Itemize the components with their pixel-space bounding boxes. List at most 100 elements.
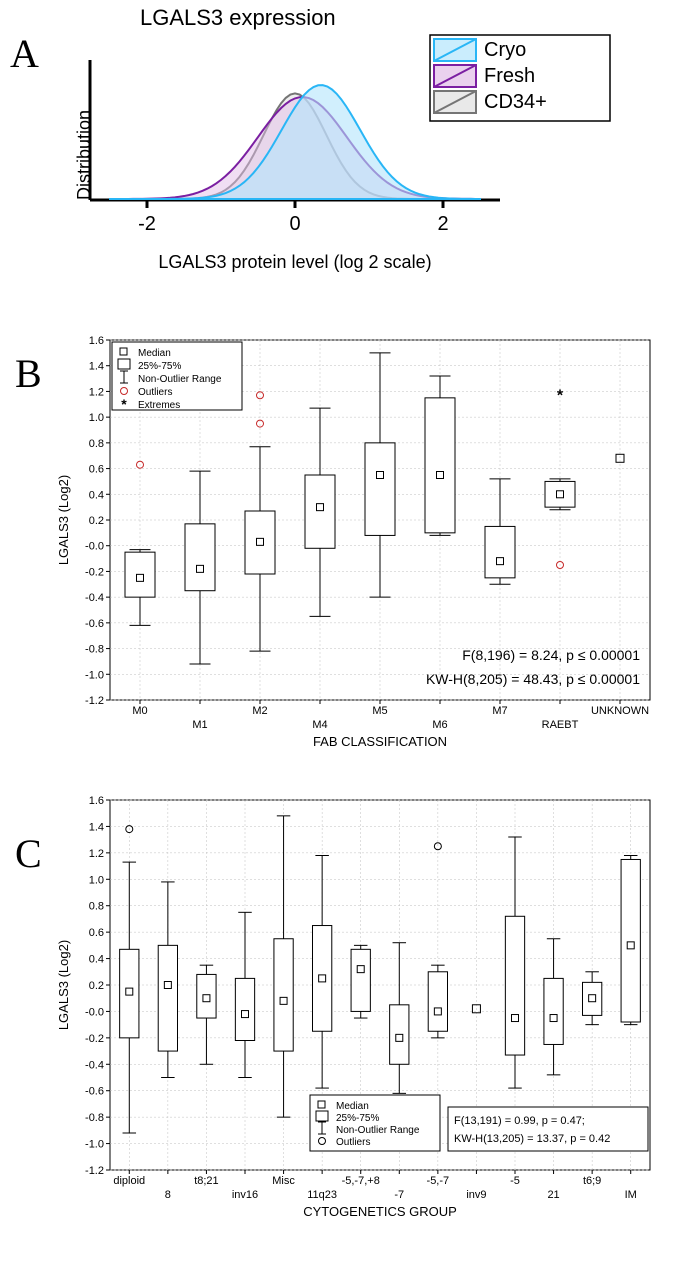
y-tick-label: 1.6 — [89, 795, 104, 807]
y-tick-label: 1.0 — [89, 874, 104, 886]
y-axis-label: LGALS3 (Log2) — [56, 475, 71, 565]
y-tick-label: 1.6 — [89, 335, 104, 347]
box — [545, 481, 575, 507]
figure-container: A LGALS3 expressionDistribution-202LGALS… — [0, 0, 681, 1260]
svg-text:0: 0 — [289, 213, 300, 235]
legend-item-label: 25%-75% — [138, 361, 181, 372]
box — [197, 974, 216, 1018]
y-tick-label: 1.0 — [89, 412, 104, 424]
y-axis-label: LGALS3 (Log2) — [56, 940, 71, 1030]
y-tick-label: -0.8 — [85, 644, 104, 656]
panel-a-title: LGALS3 expression — [140, 5, 336, 30]
y-tick-label: 0.2 — [89, 980, 104, 992]
y-tick-label: -1.2 — [85, 1165, 104, 1177]
panel-c: C -1.2-1.0-0.8-0.6-0.4-0.2-0.00.20.40.60… — [0, 780, 681, 1260]
legend-item-label: 25%-75% — [336, 1113, 379, 1124]
y-tick-label: 0.4 — [89, 489, 104, 501]
legend-label: Fresh — [484, 65, 535, 87]
y-tick-label: 1.2 — [89, 848, 104, 860]
panel-c-label: C — [15, 830, 42, 877]
y-tick-label: -0.2 — [85, 1033, 104, 1045]
svg-text:-2: -2 — [138, 213, 156, 235]
box — [351, 949, 370, 1011]
y-tick-label: 0.2 — [89, 515, 104, 527]
legend-label: Cryo — [484, 39, 526, 61]
box — [245, 511, 275, 574]
legend-item-label: Outliers — [336, 1137, 370, 1148]
stats-text: F(13,191) = 0.99, p = 0.47; — [454, 1115, 585, 1127]
box — [428, 972, 447, 1031]
category-label: M6 — [432, 719, 447, 731]
y-tick-label: 0.4 — [89, 954, 104, 966]
category-label: -5,-7 — [427, 1175, 450, 1187]
box — [505, 916, 524, 1055]
box — [158, 945, 177, 1051]
svg-text:2: 2 — [437, 213, 448, 235]
category-label: M0 — [132, 705, 147, 717]
category-label: M7 — [492, 705, 507, 717]
y-tick-label: 1.4 — [89, 361, 104, 373]
x-axis-label: FAB CLASSIFICATION — [313, 734, 447, 749]
box — [235, 978, 254, 1040]
y-tick-label: 0.8 — [89, 901, 104, 913]
box — [425, 398, 455, 533]
legend-item-label: Non-Outlier Range — [336, 1125, 420, 1136]
box — [305, 475, 335, 548]
panel-b-svg: -1.2-1.0-0.8-0.6-0.4-0.2-0.00.20.40.60.8… — [0, 320, 681, 780]
category-label: -5 — [510, 1175, 520, 1187]
y-tick-label: 1.2 — [89, 386, 104, 398]
panel-a-xlabel: LGALS3 protein level (log 2 scale) — [158, 252, 431, 272]
panel-a: A LGALS3 expressionDistribution-202LGALS… — [0, 0, 681, 320]
category-label: M1 — [192, 719, 207, 731]
box — [313, 926, 332, 1032]
category-label: 8 — [165, 1189, 171, 1201]
legend-item-label: Non-Outlier Range — [138, 374, 222, 385]
y-tick-label: -0.0 — [85, 1006, 104, 1018]
category-label: M5 — [372, 705, 387, 717]
y-tick-label: 0.6 — [89, 464, 104, 476]
stats-text: KW-H(13,205) = 13.37, p = 0.42 — [454, 1133, 610, 1145]
category-label: 11q23 — [307, 1189, 337, 1201]
stats-text: KW-H(8,205) = 48.43, p ≤ 0.00001 — [426, 671, 640, 687]
category-label: 21 — [547, 1189, 559, 1201]
category-label: t6;9 — [583, 1175, 601, 1187]
box — [274, 939, 293, 1051]
y-tick-label: -1.0 — [85, 1139, 104, 1151]
category-label: -7 — [394, 1189, 404, 1201]
category-label: inv9 — [466, 1189, 486, 1201]
box — [583, 982, 602, 1015]
y-tick-label: -0.4 — [85, 592, 104, 604]
y-tick-label: -0.2 — [85, 566, 104, 578]
category-label: inv16 — [232, 1189, 258, 1201]
category-label: -5,-7,+8 — [342, 1175, 380, 1187]
y-tick-label: -0.6 — [85, 1086, 104, 1098]
legend-item-label: Median — [336, 1101, 369, 1112]
legend-label: CD34+ — [484, 91, 547, 113]
category-label: RAEBT — [542, 719, 579, 731]
panel-b: B -1.2-1.0-0.8-0.6-0.4-0.2-0.00.20.40.60… — [0, 320, 681, 780]
y-tick-label: 0.6 — [89, 927, 104, 939]
category-label: UNKNOWN — [591, 705, 649, 717]
y-tick-label: -0.0 — [85, 541, 104, 553]
y-tick-label: 1.4 — [89, 821, 104, 833]
y-tick-label: -0.4 — [85, 1059, 104, 1071]
panel-a-label: A — [10, 30, 39, 77]
category-label: IM — [625, 1189, 637, 1201]
legend-item-label: Extremes — [138, 400, 180, 411]
box — [120, 949, 139, 1038]
y-tick-label: 0.8 — [89, 438, 104, 450]
y-tick-label: -1.0 — [85, 669, 104, 681]
category-label: Misc — [272, 1175, 295, 1187]
legend-item-label: Median — [138, 348, 171, 359]
y-tick-label: -1.2 — [85, 695, 104, 707]
panel-b-label: B — [15, 350, 42, 397]
panel-c-svg: -1.2-1.0-0.8-0.6-0.4-0.2-0.00.20.40.60.8… — [0, 780, 681, 1260]
stats-text: F(8,196) = 8.24, p ≤ 0.00001 — [462, 647, 640, 663]
extreme-marker: * — [557, 387, 564, 404]
box — [544, 978, 563, 1044]
x-axis-label: CYTOGENETICS GROUP — [303, 1204, 457, 1219]
box — [485, 526, 515, 577]
category-label: M4 — [312, 719, 327, 731]
legend-item-label: Outliers — [138, 387, 172, 398]
box — [365, 443, 395, 536]
